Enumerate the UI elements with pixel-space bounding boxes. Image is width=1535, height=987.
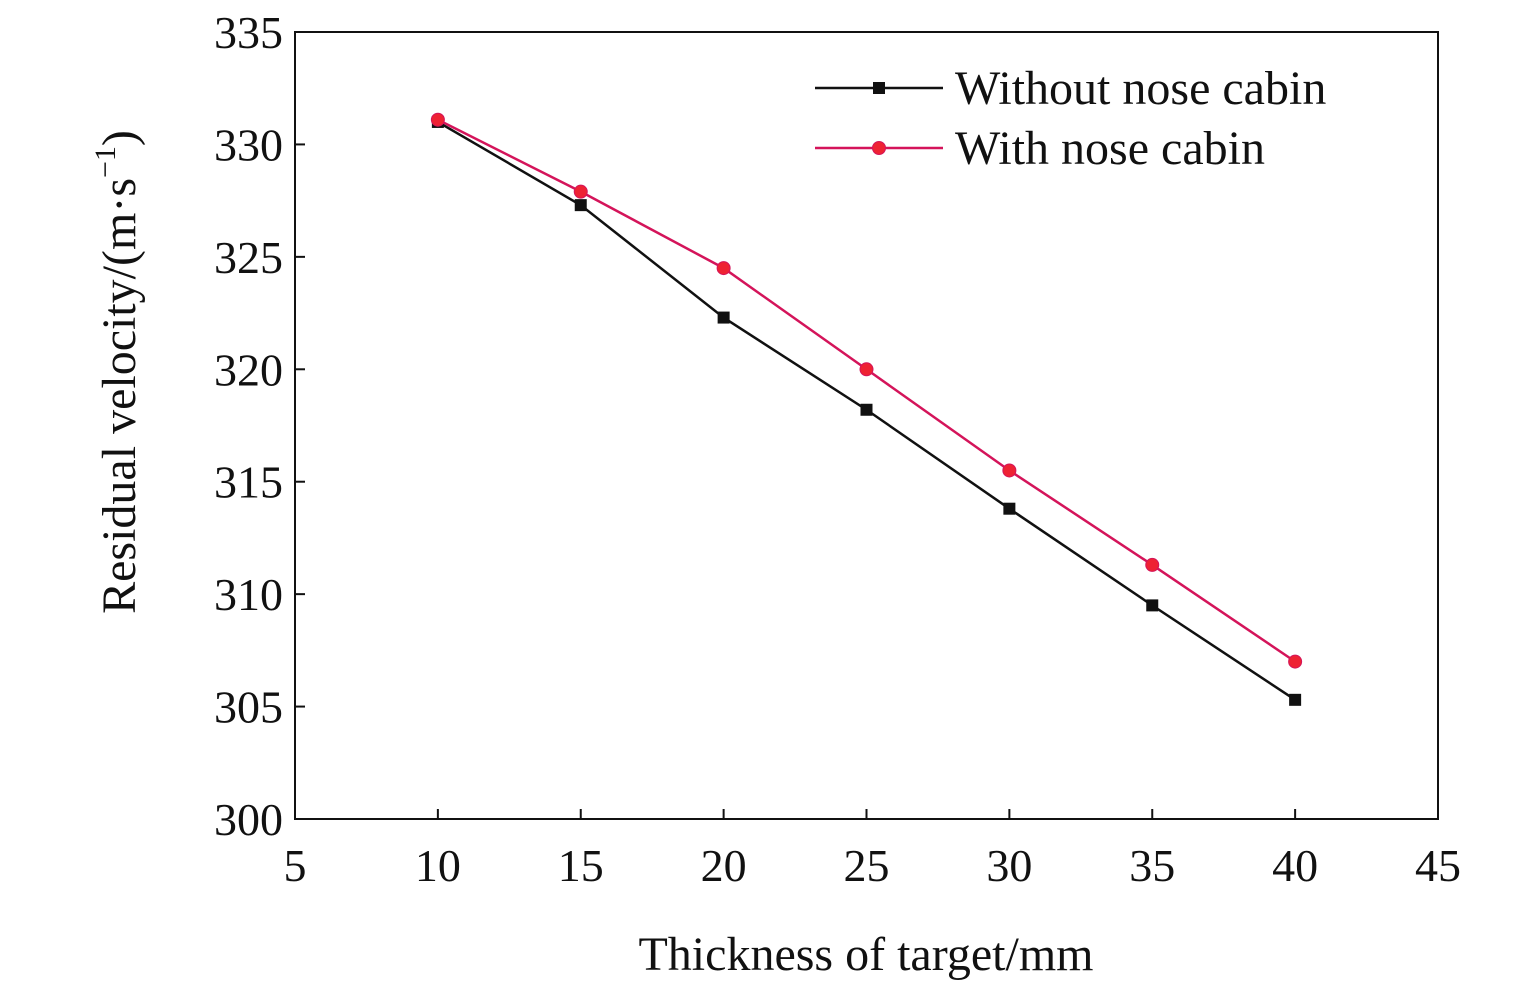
data-point xyxy=(574,199,587,212)
data-point xyxy=(1003,502,1016,515)
x-tick-label: 25 xyxy=(844,840,890,891)
x-tick-label: 45 xyxy=(1415,840,1461,891)
data-point xyxy=(717,311,730,324)
data-point xyxy=(859,362,874,377)
series-layer xyxy=(430,112,1303,706)
plot-frame xyxy=(294,31,1439,820)
x-tick-label: 10 xyxy=(415,840,461,891)
x-tick-label: 20 xyxy=(701,840,747,891)
legend-label: Without nose cabin xyxy=(955,62,1326,115)
legend: Without nose cabin With nose cabin xyxy=(815,62,1326,175)
data-point xyxy=(1289,693,1302,706)
series-line xyxy=(437,118,1296,663)
x-tick-label: 15 xyxy=(558,840,604,891)
y-axis-title-close: ) xyxy=(93,130,146,146)
y-tick-label: 315 xyxy=(214,457,283,508)
x-axis: 5 10 15 20 25 30 35 40 45 xyxy=(284,809,1461,891)
series-0 xyxy=(431,115,1302,706)
y-axis-title-main: Residual velocity/(m·s xyxy=(93,178,146,614)
x-tick-label: 5 xyxy=(284,840,307,891)
y-axis: 300 305 310 315 320 325 330 335 xyxy=(214,7,305,845)
data-point xyxy=(1145,557,1160,572)
data-point xyxy=(1288,654,1303,669)
y-tick-label: 325 xyxy=(214,232,283,283)
x-tick-label: 35 xyxy=(1129,840,1175,891)
y-tick-label: 300 xyxy=(214,794,283,845)
y-axis-title-superscript: −1 xyxy=(89,146,122,178)
data-point xyxy=(860,403,873,416)
y-tick-label: 335 xyxy=(214,7,283,58)
legend-marker xyxy=(872,141,886,155)
x-tick-label: 40 xyxy=(1272,840,1318,891)
legend-marker xyxy=(873,82,885,94)
y-tick-label: 305 xyxy=(214,682,283,733)
legend-item: With nose cabin xyxy=(815,122,1265,175)
data-point xyxy=(1146,599,1159,612)
data-point xyxy=(716,261,731,276)
legend-item: Without nose cabin xyxy=(815,62,1326,115)
y-tick-label: 330 xyxy=(214,119,283,170)
y-axis-title: Residual velocity/(m·s−1) xyxy=(89,130,146,614)
data-point xyxy=(430,112,445,127)
data-point xyxy=(573,184,588,199)
legend-label: With nose cabin xyxy=(955,122,1265,175)
data-point xyxy=(1002,463,1017,478)
x-tick-label: 30 xyxy=(986,840,1032,891)
series-1 xyxy=(430,112,1303,669)
x-axis-title: Thickness of target/mm xyxy=(638,928,1093,981)
y-tick-label: 320 xyxy=(214,344,283,395)
y-tick-label: 310 xyxy=(214,569,283,620)
